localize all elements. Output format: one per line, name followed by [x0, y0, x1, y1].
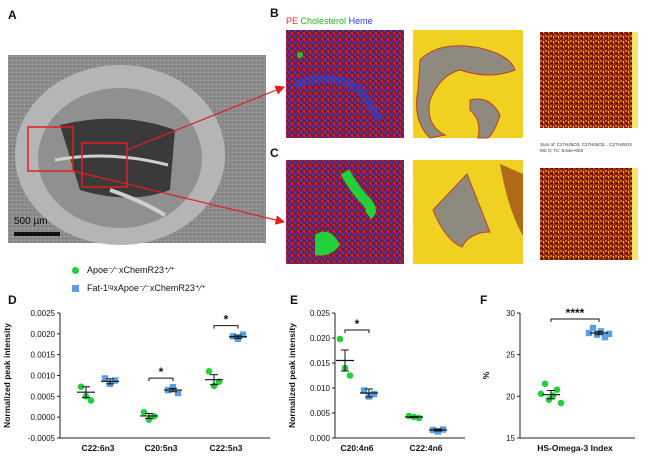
legend-label-apoe: Apoe⁻⁄⁻xChemR23⁺⁄⁺ [87, 265, 176, 275]
svg-text:MC 0; TC: 6.64e+003: MC 0; TC: 6.64e+003 [540, 148, 584, 153]
map-c-heatmap [540, 168, 632, 260]
y-tick-label: 0.000 [310, 434, 331, 443]
data-point-fat1 [111, 377, 119, 384]
significance-label: * [224, 313, 229, 327]
y-axis-label: Normalized peak intensity [287, 323, 297, 428]
legend-label-fat1: Fat-1ᵗᵍxApoe⁻⁄⁻xChemR23⁺⁄⁺ [87, 283, 206, 293]
data-point-apoe [336, 335, 344, 343]
y-tick-label: 0.015 [310, 359, 331, 368]
data-point-apoe [553, 386, 561, 393]
y-tick-label: 0.0015 [31, 351, 56, 360]
data-point-fat1 [370, 390, 378, 398]
y-tick-label: 0.020 [310, 334, 331, 343]
data-point-apoe [557, 399, 565, 407]
x-tick-label: C22:5n3 [209, 443, 242, 453]
microscopy-image [8, 55, 266, 245]
data-point-fat1 [169, 383, 177, 391]
data-point-fat1 [174, 389, 182, 397]
significance-bracket [148, 377, 174, 382]
legend-item-apoe: Apoe⁻⁄⁻xChemR23⁺⁄⁺ [72, 265, 206, 276]
heme-label: Heme [348, 16, 373, 26]
y-tick-label: 0.010 [310, 384, 331, 393]
y-tick-label: 0.025 [310, 309, 331, 318]
x-tick-label: HS-Omega-3 Index [537, 443, 613, 453]
data-point-fat1 [589, 324, 597, 332]
legend-dot-green [72, 267, 79, 274]
panel-label-c: C [270, 146, 279, 160]
data-point-apoe [77, 383, 85, 391]
x-tick-label: C20:4n6 [340, 443, 373, 453]
y-tick-label: 0.0000 [31, 413, 56, 422]
data-point-fat1 [585, 329, 593, 337]
y-tick-label: 15 [506, 434, 515, 443]
data-point-apoe [140, 408, 148, 416]
panel-label-d: D [8, 293, 17, 307]
y-axis-label: % [481, 371, 491, 379]
data-point-apoe [346, 372, 354, 379]
data-point-fat1 [360, 387, 368, 394]
significance-label: * [355, 317, 360, 331]
y-axis-label: Normalized peak intensity [2, 323, 12, 428]
y-tick-label: 30 [506, 309, 515, 318]
panel-label-f: F [480, 293, 488, 307]
legend-item-fat1: Fat-1ᵗᵍxApoe⁻⁄⁻xChemR23⁺⁄⁺ [72, 283, 206, 294]
x-tick-label: C22:6n3 [81, 443, 114, 453]
chart-e: 0.025 0.020 0.015 0.010 0.005 0.000 Normalized… [287, 309, 465, 453]
legend: Apoe⁻⁄⁻xChemR23⁺⁄⁺ Fat-1ᵗᵍxApoe⁻⁄⁻xChemR… [72, 265, 206, 294]
panel-label-e: E [290, 293, 299, 307]
roi-box-2 [81, 142, 128, 188]
data-point-fat1 [239, 331, 247, 338]
y-tick-label: 0.005 [310, 409, 331, 418]
y-tick-label: 25 [506, 351, 515, 360]
panel-label-b: B [270, 6, 279, 20]
data-point-fat1 [605, 330, 613, 338]
significance-bracket [213, 325, 239, 329]
scale-bar [14, 232, 60, 236]
data-point-apoe [87, 397, 95, 404]
chart-f: 30 25 20 15% HS-Omega-3 Index **** [481, 306, 635, 453]
significance-bracket [344, 329, 370, 333]
imaging-figure: Sum of: C27H45O3, C27H45O3... C27H45O3 M… [8, 30, 638, 264]
ion-channel-legend: PE Cholesterol Heme [286, 16, 373, 26]
significance-bracket [550, 318, 600, 322]
pe-label: PE [286, 16, 299, 26]
significance-label: **** [566, 306, 585, 320]
map-b-heatmap [540, 32, 632, 128]
scale-bar-label: 500 µm [14, 216, 48, 227]
y-tick-label: 20 [506, 392, 515, 401]
y-tick-label: -0.0005 [28, 434, 56, 443]
y-tick-label: 0.0005 [31, 392, 56, 401]
panel-label-a: A [8, 8, 17, 22]
y-tick-label: 0.0025 [31, 309, 56, 318]
cholesterol-label: Cholesterol [300, 16, 347, 26]
roi-box-1 [27, 126, 74, 172]
y-tick-label: 0.0020 [31, 330, 56, 339]
data-point-apoe [541, 380, 549, 388]
data-point-fat1 [601, 333, 609, 341]
svg-text:Sum of: C27H45O3, C27H45O3...: Sum of: C27H45O3, C27H45O3... C27H45O3 [540, 142, 632, 147]
data-point-apoe [205, 368, 213, 375]
x-tick-label: C20:5n3 [144, 443, 177, 453]
chart-d: 0.0025 0.0020 0.0015 0.0010 0.0005 0.0000 -0.0… [2, 309, 270, 453]
data-point-apoe [537, 390, 545, 398]
significance-label: * [159, 365, 164, 379]
legend-square-blue [72, 285, 79, 292]
x-tick-label: C22:4n6 [409, 443, 442, 453]
y-tick-label: 0.0010 [31, 372, 56, 381]
data-point-fat1 [101, 375, 109, 382]
